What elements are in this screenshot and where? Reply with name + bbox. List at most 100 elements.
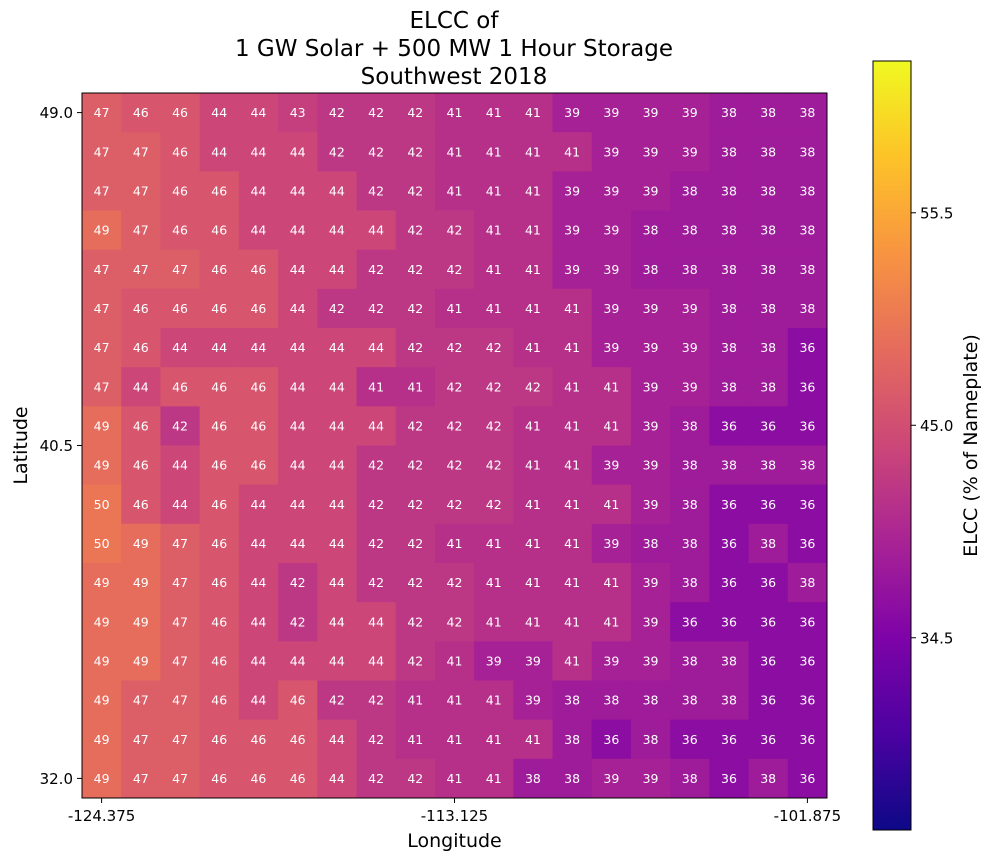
heatmap-cell bbox=[160, 680, 201, 721]
heatmap-cell bbox=[552, 132, 593, 172]
heatmap-cell-label: 42 bbox=[407, 340, 423, 355]
heatmap-cell bbox=[630, 641, 671, 681]
heatmap-cell-label: 47 bbox=[133, 223, 149, 238]
heatmap-cell bbox=[748, 171, 789, 211]
heatmap-cell-label: 38 bbox=[682, 262, 698, 277]
heatmap-cell-label: 41 bbox=[447, 144, 463, 159]
heatmap-cell-label: 41 bbox=[447, 653, 463, 668]
heatmap-cell bbox=[199, 445, 240, 486]
heatmap-cell bbox=[513, 680, 554, 721]
heatmap-cell bbox=[513, 484, 554, 525]
heatmap-cell-label: 44 bbox=[329, 732, 345, 747]
heatmap-cell bbox=[121, 406, 161, 446]
heatmap-cell bbox=[199, 210, 240, 251]
heatmap-cell bbox=[317, 563, 357, 603]
heatmap-cell-label: 38 bbox=[760, 771, 776, 786]
heatmap-cell-label: 42 bbox=[407, 614, 423, 629]
heatmap-cell bbox=[748, 367, 789, 407]
heatmap-cell-label: 38 bbox=[799, 458, 815, 473]
heatmap-cell bbox=[474, 132, 514, 172]
heatmap-cell bbox=[238, 367, 279, 407]
heatmap-cell-label: 42 bbox=[407, 497, 423, 512]
heatmap-cell-label: 46 bbox=[250, 418, 266, 433]
heatmap-cell-label: 41 bbox=[525, 183, 541, 198]
heatmap-cell bbox=[630, 367, 671, 407]
heatmap-cell bbox=[356, 680, 397, 721]
heatmap-cell-label: 44 bbox=[368, 223, 384, 238]
heatmap-cell-label: 47 bbox=[94, 379, 110, 394]
heatmap-cell bbox=[513, 171, 554, 211]
heatmap-cell bbox=[630, 484, 671, 525]
heatmap-cell bbox=[709, 719, 750, 760]
heatmap-cell-label: 39 bbox=[603, 653, 619, 668]
heatmap-cell bbox=[748, 249, 789, 290]
chart-title-line-3: Southwest 2018 bbox=[361, 64, 548, 90]
heatmap-cell-label: 38 bbox=[760, 458, 776, 473]
heatmap-cell bbox=[513, 367, 554, 407]
heatmap-cell-label: 44 bbox=[329, 458, 345, 473]
heatmap-cell-label: 36 bbox=[799, 771, 815, 786]
heatmap-cell bbox=[82, 210, 122, 251]
chart-title-line-1: ELCC of bbox=[410, 8, 500, 34]
heatmap-cell-label: 46 bbox=[250, 379, 266, 394]
heatmap-cell-label: 44 bbox=[329, 614, 345, 629]
heatmap-cell-label: 49 bbox=[94, 732, 110, 747]
heatmap-cell-label: 42 bbox=[407, 223, 423, 238]
heatmap-cell-label: 49 bbox=[94, 575, 110, 590]
heatmap-cell bbox=[670, 484, 710, 525]
heatmap-cell-label: 47 bbox=[133, 183, 149, 198]
heatmap-cell bbox=[199, 758, 240, 799]
y-tick-label: 32.0 bbox=[40, 770, 73, 788]
colorbar-tick-label: 55.5 bbox=[920, 204, 953, 222]
heatmap-cell-label: 36 bbox=[721, 614, 737, 629]
heatmap-cell bbox=[356, 132, 397, 172]
heatmap-cell-label: 41 bbox=[486, 144, 502, 159]
heatmap-cell-label: 42 bbox=[447, 340, 463, 355]
heatmap-cell bbox=[552, 93, 593, 133]
heatmap-cell bbox=[434, 602, 475, 642]
heatmap-cell bbox=[591, 680, 632, 721]
heatmap-cell bbox=[356, 445, 397, 486]
heatmap-cell-label: 49 bbox=[94, 693, 110, 708]
heatmap-cell bbox=[591, 445, 632, 486]
heatmap-cell bbox=[160, 328, 201, 368]
heatmap-cell bbox=[317, 249, 357, 290]
heatmap-cell-label: 42 bbox=[525, 379, 541, 394]
heatmap-cell-label: 46 bbox=[172, 301, 188, 316]
heatmap-cell-label: 42 bbox=[407, 262, 423, 277]
heatmap-cell bbox=[121, 641, 161, 681]
x-tick-label: -101.875 bbox=[774, 807, 841, 825]
heatmap-cell-label: 36 bbox=[799, 536, 815, 551]
heatmap-cell-label: 41 bbox=[447, 732, 463, 747]
heatmap-cell-label: 47 bbox=[133, 771, 149, 786]
heatmap-cell-label: 41 bbox=[525, 144, 541, 159]
heatmap-cell bbox=[748, 93, 789, 133]
heatmap-cell-label: 41 bbox=[525, 223, 541, 238]
heatmap-cell-label: 42 bbox=[368, 536, 384, 551]
heatmap-cell-label: 41 bbox=[407, 693, 423, 708]
heatmap-cell-label: 42 bbox=[407, 771, 423, 786]
heatmap-cell bbox=[591, 406, 632, 446]
heatmap-cell-label: 44 bbox=[250, 614, 266, 629]
heatmap-cell bbox=[395, 93, 436, 133]
heatmap-cell bbox=[238, 132, 279, 172]
heatmap-cell bbox=[238, 288, 279, 329]
heatmap-cell-label: 46 bbox=[133, 340, 149, 355]
heatmap-cell bbox=[199, 171, 240, 211]
heatmap-cell-label: 44 bbox=[290, 340, 306, 355]
heatmap-cell bbox=[82, 523, 122, 564]
heatmap-cell-label: 42 bbox=[368, 732, 384, 747]
heatmap-cell-label: 47 bbox=[133, 262, 149, 277]
heatmap-cell bbox=[395, 132, 436, 172]
heatmap-cell-label: 41 bbox=[486, 732, 502, 747]
heatmap-cell bbox=[474, 445, 514, 486]
heatmap-cell-label: 44 bbox=[368, 653, 384, 668]
heatmap-cell bbox=[317, 93, 357, 133]
heatmap-cell-label: 38 bbox=[760, 144, 776, 159]
heatmap-cell bbox=[317, 719, 357, 760]
heatmap-cell bbox=[552, 758, 593, 799]
heatmap-cell bbox=[238, 445, 279, 486]
heatmap-cell bbox=[278, 484, 318, 525]
heatmap-cell-label: 39 bbox=[525, 653, 541, 668]
heatmap-cell-label: 41 bbox=[525, 614, 541, 629]
